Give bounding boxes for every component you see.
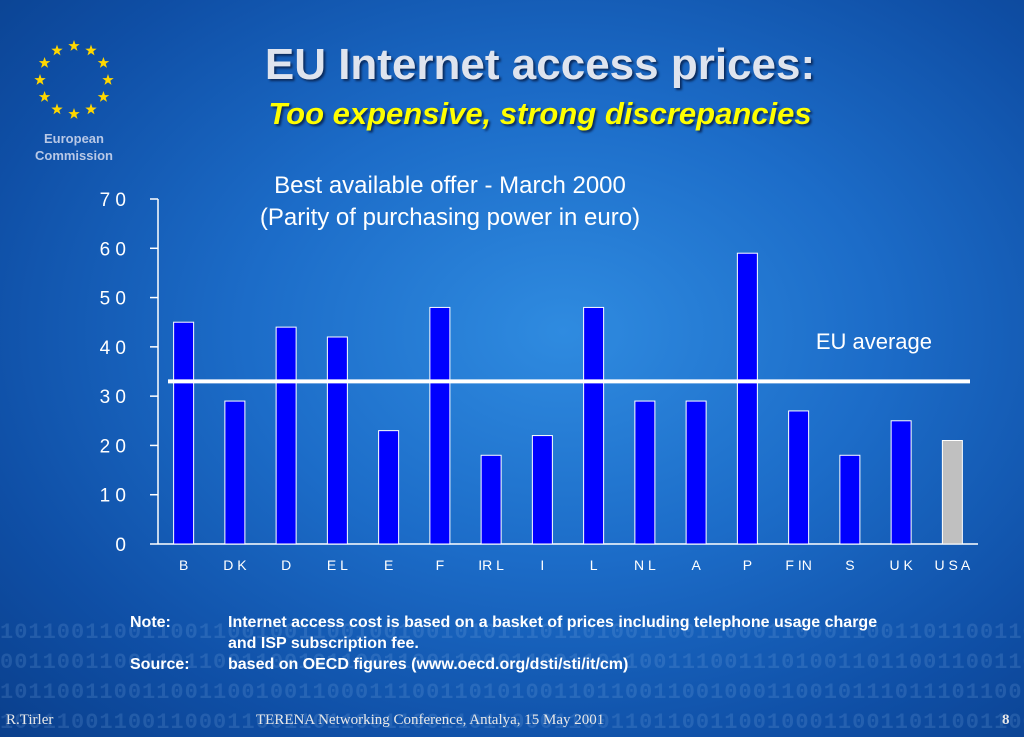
note-label: Note: (130, 614, 171, 631)
x-tick-label: N L (634, 557, 656, 573)
x-tick-label: B (179, 557, 188, 573)
y-tick-label: 0 (115, 535, 126, 556)
slide-subtitle: Too expensive, strong discrepancies (268, 96, 812, 131)
source-label: Source: (130, 656, 190, 673)
x-tick-label: L (590, 557, 598, 573)
note-line1: Internet access cost is based on a baske… (228, 614, 878, 631)
chart-title: Best available offer - March 2000 (Parit… (180, 170, 720, 234)
star-icon (38, 91, 51, 102)
x-tick-label: F IN (785, 557, 811, 573)
x-tick-label: IR L (478, 557, 504, 573)
star-icon (102, 74, 114, 85)
star-icon (97, 91, 110, 102)
slide-title: EU Internet access prices: (264, 40, 816, 89)
bar (429, 306, 451, 545)
bar (173, 321, 195, 545)
bar (634, 400, 656, 545)
x-tick-label: F (436, 557, 445, 573)
bar (224, 400, 246, 545)
star-icon (97, 57, 110, 68)
bar (788, 410, 810, 545)
bar (531, 435, 553, 545)
bar (378, 430, 400, 545)
star-icon (51, 44, 63, 56)
y-tick-label: 3 0 (100, 387, 126, 408)
x-tick-label: D K (223, 557, 247, 573)
x-tick-label: I (540, 557, 544, 573)
page-number: 8 (1002, 712, 1010, 728)
star-icon (34, 74, 46, 85)
y-tick-label: 6 0 (100, 239, 126, 260)
bar (685, 400, 707, 545)
binary-background-pattern: 1011001100110011001001100100100101011101… (0, 620, 1024, 728)
bar (326, 336, 348, 545)
bar (941, 440, 963, 545)
bar (583, 306, 605, 545)
bar (736, 252, 758, 545)
chart-title-line1: Best available offer - March 2000 (274, 172, 626, 199)
source-text: based on OECD figures (www.oecd.org/dsti… (228, 656, 629, 673)
x-tick-label: D (281, 557, 291, 573)
note-block: Note: Internet access cost is based on a… (130, 612, 1010, 675)
y-tick-label: 4 0 (100, 338, 126, 359)
eu-average-label: EU average (816, 329, 932, 354)
star-icon (68, 40, 80, 51)
y-tick-label: 5 0 (100, 289, 126, 310)
x-tick-label: S (845, 557, 854, 573)
bar (480, 454, 502, 545)
y-tick-label: 1 0 (100, 486, 126, 507)
footer-event: TERENA Networking Conference, Antalya, 1… (256, 712, 605, 728)
bar (275, 326, 297, 545)
star-icon (85, 44, 97, 56)
star-icon (85, 103, 97, 115)
bar (890, 420, 912, 545)
bar-chart: 0 1 0 2 0 3 0 4 0 5 0 6 0 7 0 B D K D E L E F IR L I L N … (100, 190, 970, 573)
x-tick-label: U K (889, 557, 913, 573)
x-tick-label: E (384, 557, 393, 573)
star-icon (51, 103, 63, 115)
bar (839, 454, 861, 545)
y-tick-label: 7 0 (100, 190, 126, 211)
eu-stars-icon (34, 40, 114, 119)
y-tick-label: 2 0 (100, 436, 126, 457)
european-commission-logo: European Commission (22, 30, 126, 170)
star-icon (68, 108, 80, 119)
footer-author: R.Tirler (6, 712, 54, 728)
logo-text: European Commission (34, 131, 113, 163)
note-line2: and ISP subscription fee. (228, 635, 419, 652)
star-icon (38, 57, 51, 68)
x-tick-label: U S A (934, 557, 970, 573)
chart-title-line2: (Parity of purchasing power in euro) (259, 204, 641, 231)
x-tick-label: E L (327, 557, 348, 573)
x-tick-label: A (691, 557, 701, 573)
x-tick-label: P (743, 557, 752, 573)
